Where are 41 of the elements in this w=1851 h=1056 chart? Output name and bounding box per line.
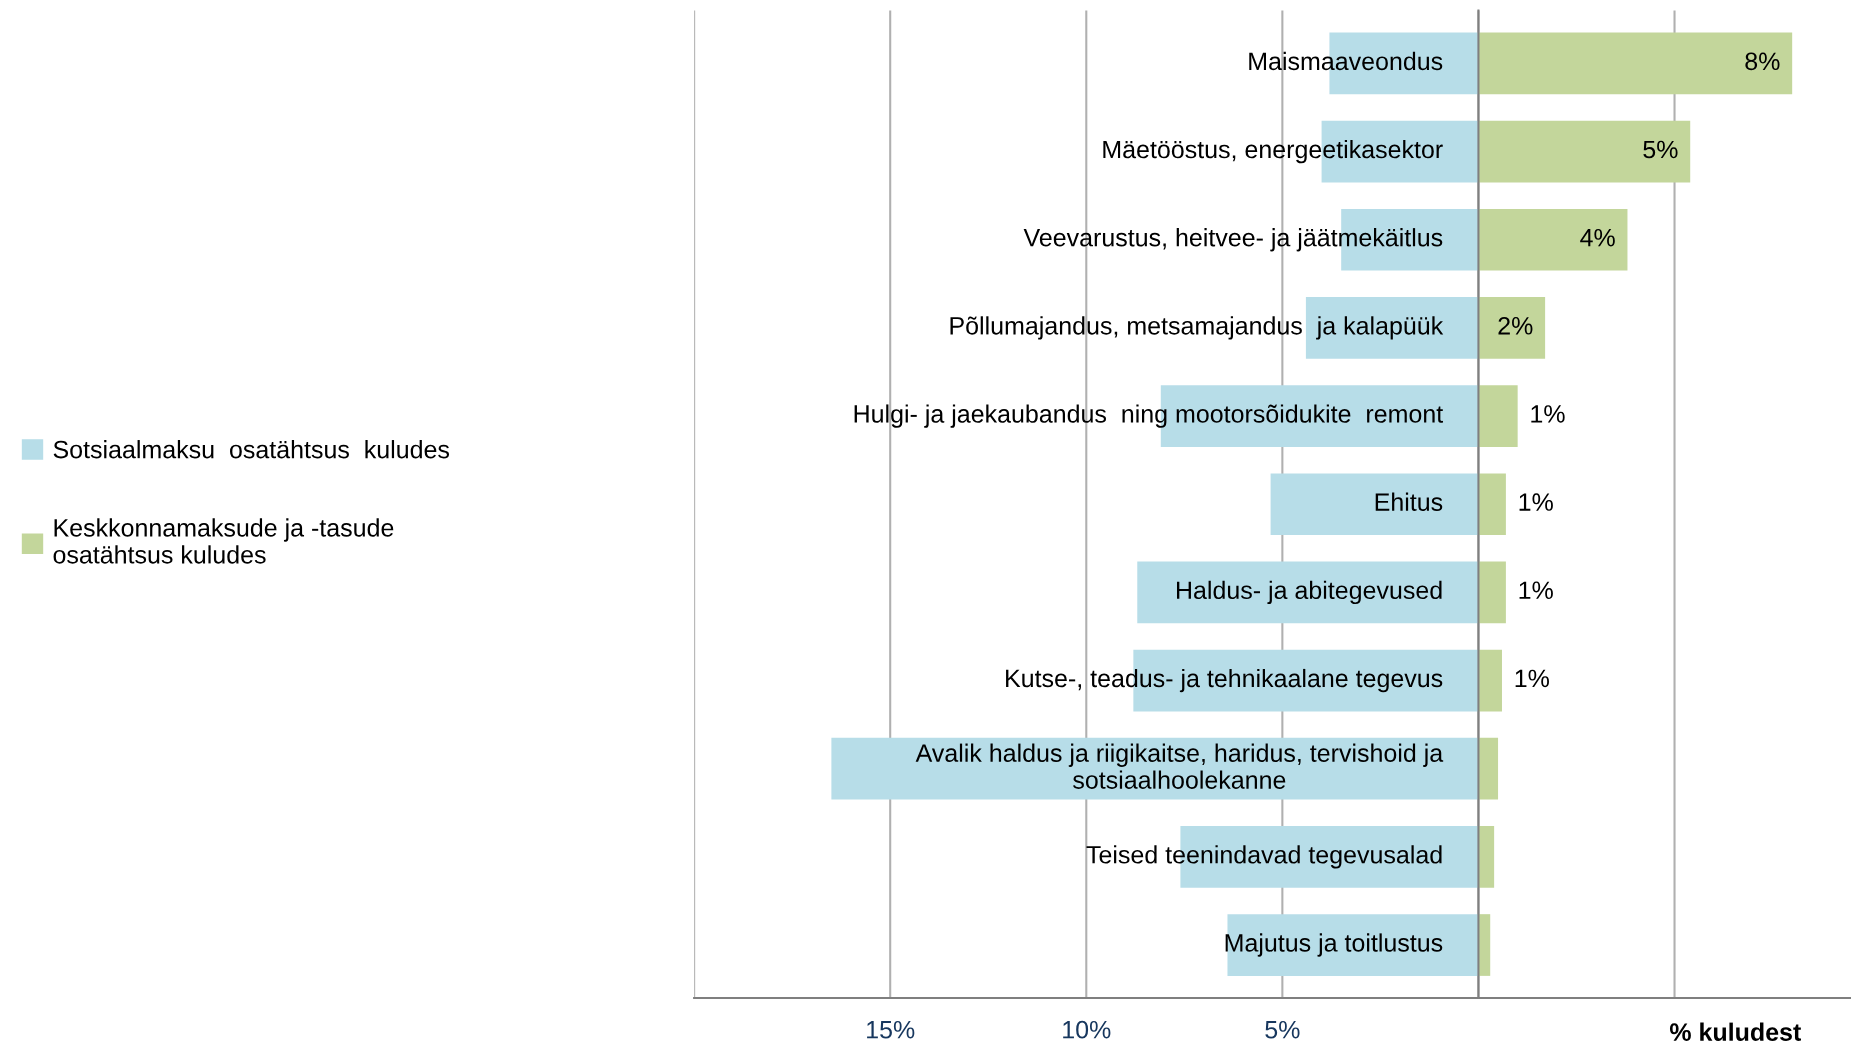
data-label: 1% xyxy=(1531,405,1565,423)
bar xyxy=(1478,826,1495,888)
bar xyxy=(1270,473,1479,536)
data-label: 1% xyxy=(1515,669,1549,688)
x-tick-label: 5% xyxy=(1265,1020,1300,1039)
x-tick-label: 15% xyxy=(867,1020,915,1039)
bar xyxy=(1478,473,1506,536)
bar xyxy=(1478,208,1628,271)
bar xyxy=(1478,385,1518,447)
data-label: 1% xyxy=(1519,581,1553,600)
y-tick-label: Haldus- ja abitegevused xyxy=(1177,580,1442,605)
y-tick-label: Majutus ja toitlustus xyxy=(1225,933,1443,957)
y-tick-label: Mäetööstus, energeetikasektor xyxy=(1103,139,1443,164)
bar xyxy=(1478,297,1546,359)
data-label: 2% xyxy=(1498,316,1533,335)
bar xyxy=(1478,561,1506,624)
data-label: 4% xyxy=(1580,228,1615,247)
y-tick-label: Avalik haldus ja riigikaitse, haridus, tervishoid ja sotsiaalhoolekanne xyxy=(915,743,1444,789)
bar xyxy=(1478,914,1491,976)
bar xyxy=(1478,120,1691,183)
data-label: 1% xyxy=(1519,493,1553,511)
bar xyxy=(831,737,1479,800)
y-tick-label: Põllumajandus, metsamajandus ja kalapüük xyxy=(950,316,1444,340)
y-tick-label: Kutse-, teadus- ja tehnikaalane tegevus xyxy=(1006,668,1443,693)
y-tick-label: Veevarustus, heitvee- ja jäätmekäitlus xyxy=(1023,228,1443,252)
bar xyxy=(1478,737,1499,800)
y-tick-label: Maismaaveondus xyxy=(1249,51,1443,71)
x-axis-title: % kuludest xyxy=(1669,1022,1801,1041)
data-label: 5% xyxy=(1643,140,1678,159)
bar xyxy=(1305,297,1479,359)
bar xyxy=(1227,914,1479,976)
y-tick-label: Teised teenindavad tegevusalad xyxy=(1086,845,1442,869)
data-label: 8% xyxy=(1745,52,1780,71)
legend-label: Sotsiaalmaksu osatähtsus kuludes xyxy=(53,440,450,459)
y-tick-label: Hulgi- ja jaekaubandus ning mootorsõidukite remont xyxy=(854,404,1444,428)
bar xyxy=(1137,561,1479,624)
legend-label: Keskkonnamaksude ja -tasude osatähtsus kuludes xyxy=(53,518,394,564)
y-tick-label: Ehitus xyxy=(1375,492,1443,511)
bar xyxy=(1478,32,1793,95)
x-tick-label: 10% xyxy=(1063,1020,1111,1039)
bar xyxy=(1478,649,1502,712)
